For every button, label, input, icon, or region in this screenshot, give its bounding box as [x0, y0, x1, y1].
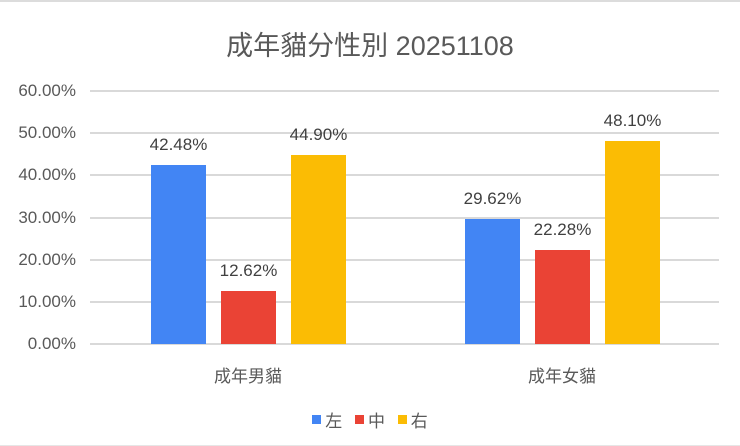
data-label: 42.48%	[149, 134, 208, 154]
legend-item: 中	[355, 407, 385, 432]
data-label: 22.28%	[533, 220, 592, 240]
y-tick-label: 50.00%	[18, 123, 76, 143]
y-tick-label: 20.00%	[18, 249, 76, 269]
legend-label: 左	[325, 412, 343, 431]
gridline	[90, 300, 719, 303]
legend-swatch-icon	[355, 415, 364, 424]
y-tick-label: 0.00%	[27, 334, 76, 353]
data-label: 29.62%	[463, 189, 522, 209]
bar[interactable]	[605, 141, 660, 344]
legend-item: 左	[312, 407, 342, 432]
gridline	[90, 132, 719, 135]
data-label: 48.10%	[603, 111, 662, 131]
gridline	[90, 258, 719, 261]
y-tick-label: 60.00%	[18, 81, 76, 100]
x-category-label: 成年女貓	[528, 367, 596, 386]
bar[interactable]	[535, 250, 590, 344]
gridline	[90, 90, 719, 92]
chart-title: 成年貓分性別 20251108	[226, 31, 514, 61]
legend-item: 右	[397, 407, 428, 432]
bar[interactable]	[465, 219, 520, 344]
legend: 左 中 右	[0, 407, 740, 432]
y-tick-label: 30.00%	[18, 207, 76, 227]
y-tick-label: 40.00%	[18, 165, 76, 185]
data-label: 44.90%	[289, 124, 348, 144]
legend-label: 右	[410, 412, 428, 431]
legend-label: 中	[368, 412, 385, 431]
bar[interactable]	[221, 290, 276, 344]
x-category-label: 成年男貓	[214, 367, 282, 386]
data-label: 12.62%	[219, 260, 278, 280]
gridline	[90, 216, 719, 219]
y-tick-label: 10.00%	[18, 291, 76, 311]
bar[interactable]	[151, 164, 206, 344]
legend-swatch-icon	[312, 415, 322, 424]
bar[interactable]	[291, 154, 346, 344]
gridline	[90, 174, 719, 177]
legend-swatch-icon	[397, 415, 407, 424]
gridline	[90, 343, 719, 345]
